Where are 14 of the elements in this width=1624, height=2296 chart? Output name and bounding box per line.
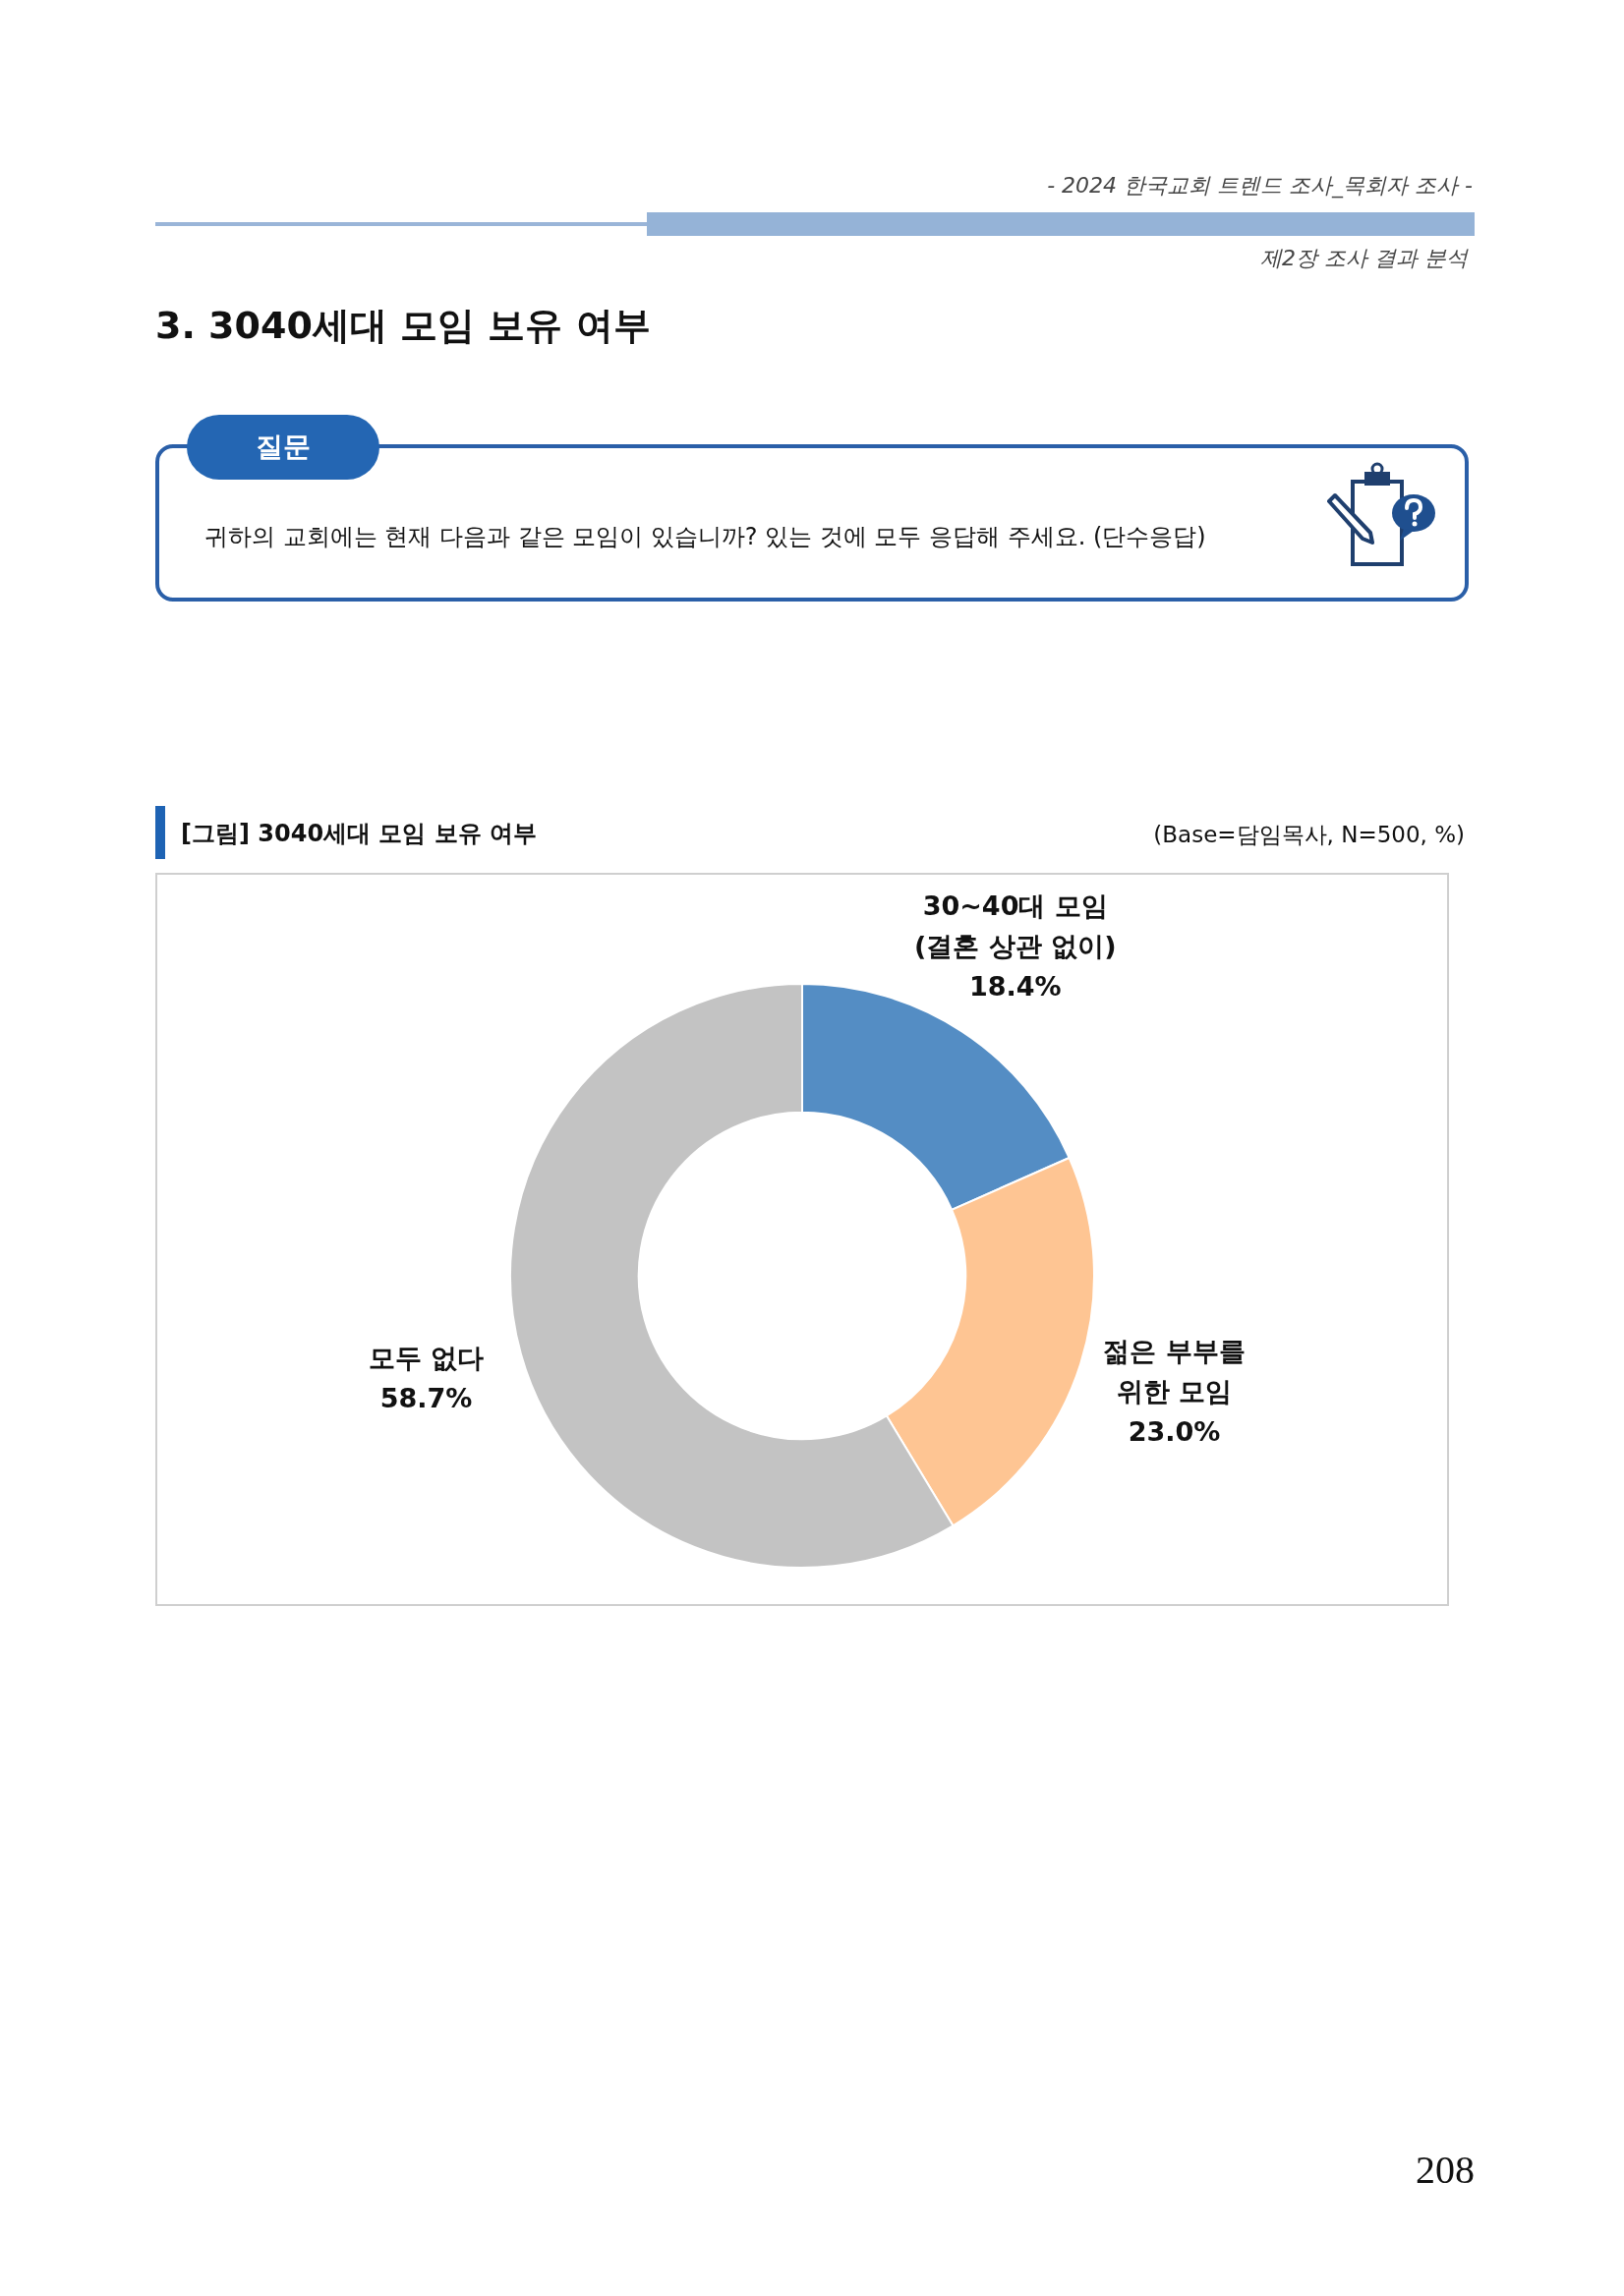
data-label: 58.7% bbox=[379, 1382, 473, 1413]
text: 제2장 조사 결과 분석 bbox=[1259, 245, 1468, 272]
slice-label: 30~40대 모임 (결혼 상관 없이) bbox=[913, 890, 1117, 962]
slice-label: 젊은 부부를 위한 모임 bbox=[1103, 1335, 1246, 1406]
text: (Base=담임목사, N=500, %) bbox=[1152, 821, 1465, 849]
slice-label: 모두 없다 bbox=[368, 1342, 485, 1373]
text: 질문 bbox=[187, 415, 379, 480]
text: - 2024 한국교회 트렌드 조사_목회자 조사 - bbox=[1046, 172, 1473, 201]
text: 귀하의 교회에는 현재 다음과 같은 모임이 있습니까? 있는 것에 모두 응답해 주세요. (단수응답) bbox=[204, 522, 1206, 552]
data-label: 23.0% bbox=[1128, 1415, 1221, 1447]
chart-title: [그림] 3040세대 모임 보유 여부 bbox=[181, 819, 538, 849]
text: 208 bbox=[1415, 2147, 1475, 2193]
text: 3. 3040세대 모임 보유 여부 bbox=[155, 303, 651, 349]
data-label: 18.4% bbox=[968, 971, 1062, 1003]
